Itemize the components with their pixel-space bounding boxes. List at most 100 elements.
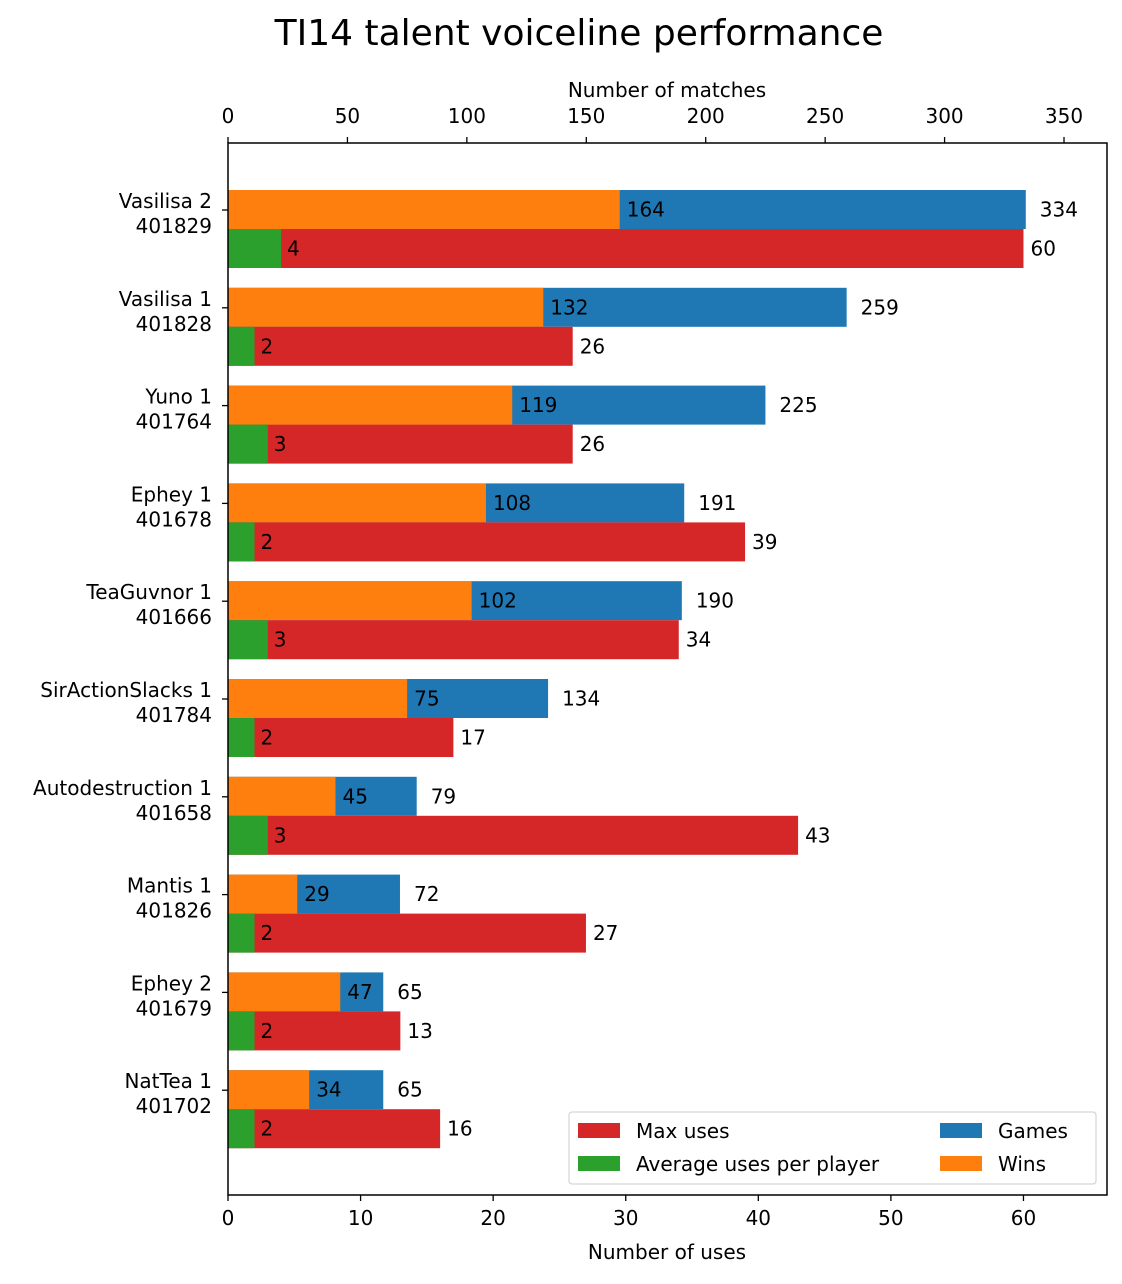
max-uses-value-label: 13 (407, 1019, 432, 1043)
max-uses-value-label: 26 (580, 334, 605, 358)
x-bottom-tick-label: 40 (746, 1206, 771, 1230)
legend-swatch (578, 1156, 620, 1171)
x-top-tick-label: 50 (335, 104, 360, 128)
legend-swatch (940, 1156, 982, 1171)
games-value-label: 65 (397, 1078, 422, 1102)
wins-bar (228, 679, 408, 718)
avg-uses-bar (228, 229, 282, 268)
max-uses-bar (228, 424, 573, 464)
bars-layer (228, 190, 1026, 1149)
legend: Max uses Games Average uses per player Wins (568, 1111, 1097, 1185)
category-label-name: Mantis 1 (127, 874, 212, 898)
category-label-id: 401828 (136, 312, 212, 336)
category-label-name: Ephey 2 (131, 971, 212, 995)
legend-label: Average uses per player (636, 1152, 880, 1176)
category-label-name: TeaGuvnor 1 (85, 580, 212, 604)
x-bottom-tick-label: 50 (878, 1206, 903, 1230)
category-label-name: NatTea 1 (124, 1069, 212, 1093)
games-value-label: 334 (1040, 198, 1078, 222)
wins-value-label: 75 (414, 687, 439, 711)
avg-uses-value-label: 2 (261, 1019, 274, 1043)
max-uses-value-label: 39 (752, 530, 777, 554)
wins-bar (228, 287, 544, 327)
x-top-tick-label: 150 (567, 104, 605, 128)
max-uses-value-label: 17 (460, 726, 485, 750)
max-uses-bar (228, 620, 679, 660)
avg-uses-bar (228, 326, 255, 366)
avg-uses-value-label: 2 (261, 1117, 274, 1141)
avg-uses-bar (228, 913, 255, 953)
legend-swatch (940, 1123, 982, 1138)
legend-label: Wins (998, 1152, 1046, 1176)
wins-bar (228, 385, 513, 425)
category-label-id: 401784 (136, 703, 212, 727)
x-bottom-tick-label: 20 (480, 1206, 505, 1230)
category-label-id: 401658 (136, 801, 212, 825)
wins-value-label: 108 (493, 491, 531, 515)
avg-uses-bar (228, 718, 255, 757)
avg-uses-bar (228, 1109, 255, 1149)
wins-bar (228, 776, 336, 816)
max-uses-bar (228, 1011, 401, 1051)
max-uses-value-label: 26 (580, 432, 605, 456)
games-value-label: 65 (397, 980, 422, 1004)
wins-bar (228, 972, 341, 1012)
wins-bar (228, 483, 486, 523)
avg-uses-value-label: 4 (287, 237, 300, 261)
avg-uses-value-label: 3 (274, 432, 287, 456)
wins-value-label: 29 (304, 882, 329, 906)
games-value-label: 134 (562, 687, 600, 711)
category-label-id: 401829 (136, 214, 212, 238)
max-uses-value-label: 43 (805, 823, 830, 847)
legend-label: Max uses (636, 1119, 730, 1143)
max-uses-bar (228, 229, 1024, 268)
avg-uses-bar (228, 1011, 255, 1051)
category-label-id: 401679 (136, 996, 212, 1020)
max-uses-bar (228, 913, 586, 953)
max-uses-value-label: 34 (686, 628, 711, 652)
games-value-label: 72 (414, 882, 439, 906)
avg-uses-value-label: 3 (274, 628, 287, 652)
category-label-name: Yuno 1 (144, 385, 212, 409)
x-top-tick-label: 250 (806, 104, 844, 128)
x-top-tick-label: 300 (925, 104, 963, 128)
wins-value-label: 45 (342, 784, 367, 808)
avg-uses-value-label: 2 (261, 530, 274, 554)
x-top-tick-label: 200 (687, 104, 725, 128)
games-value-label: 79 (431, 784, 456, 808)
chart-title: TI14 talent voiceline performance (274, 13, 884, 54)
category-label-name: Vasilisa 1 (119, 287, 212, 311)
category-label-name: Autodestruction 1 (33, 776, 212, 800)
max-uses-bar (228, 718, 454, 757)
wins-value-label: 164 (627, 198, 665, 222)
category-label-name: Vasilisa 2 (119, 189, 212, 213)
avg-uses-bar (228, 522, 255, 562)
max-uses-bar (228, 815, 799, 855)
x-bottom-tick-label: 10 (348, 1206, 373, 1230)
x-top-tick-label: 100 (448, 104, 486, 128)
avg-uses-value-label: 2 (261, 334, 274, 358)
x-bottom-tick-label: 30 (613, 1206, 638, 1230)
max-uses-value-label: 16 (447, 1117, 472, 1141)
max-uses-bar (228, 326, 573, 366)
wins-value-label: 132 (550, 295, 588, 319)
wins-value-label: 119 (519, 393, 557, 417)
x-axis-bottom-label: Number of uses (588, 1240, 746, 1264)
x-axis-top-label: Number of matches (568, 78, 766, 102)
max-uses-value-label: 27 (593, 921, 618, 945)
x-top-tick-label: 350 (1045, 104, 1083, 128)
category-label-id: 401678 (136, 507, 212, 531)
avg-uses-value-label: 3 (274, 823, 287, 847)
x-bottom-tick-label: 0 (222, 1206, 235, 1230)
wins-bar (228, 581, 472, 621)
x-top-tick-label: 0 (222, 104, 235, 128)
games-value-label: 259 (861, 295, 899, 319)
max-uses-bar (228, 1109, 441, 1149)
avg-uses-bar (228, 815, 268, 855)
wins-bar (228, 190, 620, 229)
max-uses-value-label: 60 (1030, 237, 1055, 261)
category-label-id: 401702 (136, 1094, 212, 1118)
